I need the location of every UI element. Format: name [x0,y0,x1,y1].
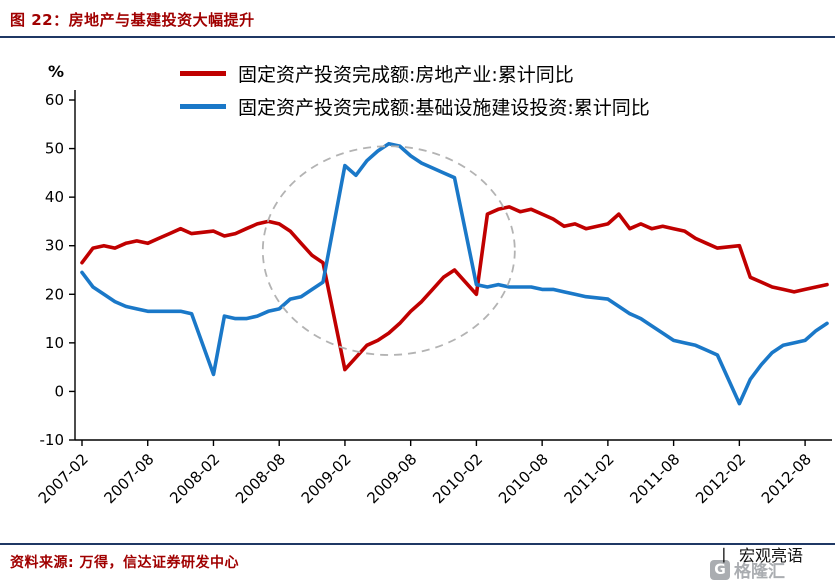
svg-text:2008-02: 2008-02 [166,450,223,507]
svg-text:10: 10 [45,334,64,352]
svg-text:2011-08: 2011-08 [626,450,683,507]
svg-text:60: 60 [45,91,64,109]
series-line-1 [80,141,829,406]
footer-divider [0,543,835,545]
svg-text:2011-02: 2011-02 [561,450,618,507]
svg-text:2010-02: 2010-02 [429,450,486,507]
legend-label-real-estate: 固定资产投资完成额:房地产业:累计同比 [238,64,574,86]
chart-legend: 固定资产投资完成额:房地产业:累计同比 固定资产投资完成额:基础设施建设投资:累… [180,60,650,120]
svg-text:0: 0 [54,382,64,400]
series-line-0 [80,205,829,372]
svg-text:2009-02: 2009-02 [298,450,355,507]
watermark-text: 宏观亮语 [738,546,803,565]
axes [69,90,832,446]
svg-text:-10: -10 [40,431,65,449]
svg-text:2012-08: 2012-08 [758,450,815,507]
y-axis-unit-label: % [48,62,65,81]
legend-item-infrastructure: 固定资产投资完成额:基础设施建设投资:累计同比 [180,93,650,120]
svg-text:2012-02: 2012-02 [692,450,749,507]
svg-text:40: 40 [45,188,64,206]
gelonghui-logo-text: 格隆汇 [734,562,785,582]
svg-text:30: 30 [45,237,64,255]
source-note: 资料来源: 万得，信达证券研发中心 [10,555,239,571]
svg-text:20: 20 [45,285,64,303]
svg-text:2009-08: 2009-08 [363,450,420,507]
svg-text:2007-02: 2007-02 [35,450,92,507]
highlight-ellipse [261,145,516,356]
watermark: G 格隆汇 丨 宏观亮语 [611,544,831,582]
y-axis-labels: 60 50 40 30 20 10 0 -10 [40,91,65,449]
publisher-watermark: 丨 宏观亮语 [716,542,803,566]
header-divider [0,36,835,38]
legend-swatch-red-line-icon [180,71,226,76]
svg-text:2007-08: 2007-08 [101,450,158,507]
svg-text:2008-08: 2008-08 [232,450,289,507]
x-axis-labels: 2007-02 2007-08 2008-02 2008-08 2009-02 2009-… [35,450,815,507]
watermark-divider-glyph: 丨 [715,546,732,565]
svg-text:50: 50 [45,140,64,158]
legend-item-real-estate: 固定资产投资完成额:房地产业:累计同比 [180,60,650,87]
legend-swatch-blue-line-icon [180,104,226,109]
svg-text:2010-08: 2010-08 [495,450,552,507]
gelonghui-logo: G 格隆汇 [710,557,785,582]
figure-title: 图 22：房地产与基建投资大幅提升 [10,11,255,29]
legend-label-infrastructure: 固定资产投资完成额:基础设施建设投资:累计同比 [238,97,650,119]
gelonghui-logo-icon: G [710,559,730,580]
